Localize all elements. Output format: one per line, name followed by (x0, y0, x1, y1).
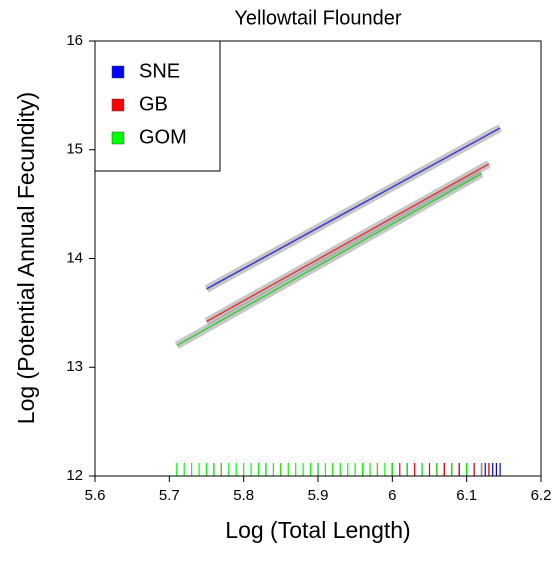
x-tick-label: 6.2 (531, 487, 552, 504)
x-axis-label: Log (Total Length) (225, 517, 410, 543)
legend-label: GOM (139, 126, 187, 148)
legend-label: SNE (139, 60, 180, 82)
y-tick-label: 12 (66, 467, 83, 484)
legend-swatch (111, 131, 125, 145)
y-tick-label: 13 (66, 358, 83, 375)
plot-frame (94, 40, 542, 477)
y-tick-label: 14 (66, 249, 83, 266)
x-tick-label: 5.7 (159, 487, 180, 504)
x-tick-label: 5.9 (308, 487, 329, 504)
x-tick-label: 6 (388, 487, 396, 504)
y-tick-label: 16 (66, 32, 83, 49)
x-tick-label: 6.1 (456, 487, 477, 504)
line (176, 173, 482, 347)
line (206, 163, 490, 323)
y-tick-label: 15 (66, 141, 83, 158)
legend-swatch (111, 98, 125, 112)
x-tick-label: 5.6 (85, 487, 106, 504)
legend-label: GB (139, 93, 168, 115)
x-tick-label: 5.8 (233, 487, 254, 504)
legend-swatch (111, 65, 125, 79)
y-axis-label: Log (Potential Annual Fecundity) (13, 92, 39, 424)
chart-title: Yellowtail Flounder (234, 7, 401, 29)
line (206, 127, 501, 290)
